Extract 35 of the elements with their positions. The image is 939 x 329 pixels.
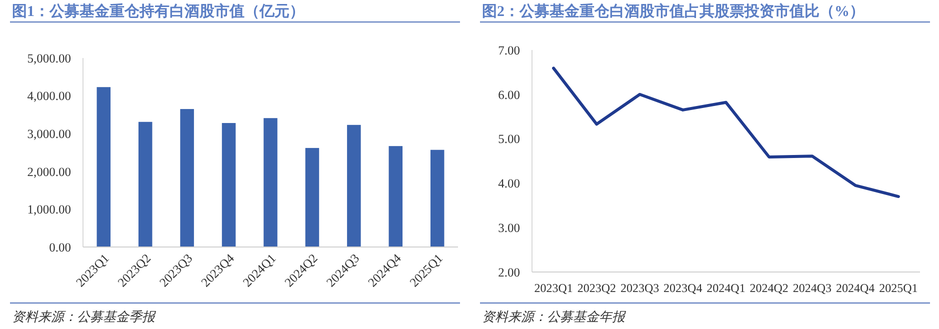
y-tick-label: 2.00: [498, 265, 520, 280]
x-tick-label: 2024Q3: [792, 281, 832, 295]
bar: [305, 148, 320, 247]
text: 资料来源：公募基金年报: [482, 309, 627, 324]
chart-title: 图2：公募基金重仓白酒股市值占其股票投资市值比（%）: [482, 2, 864, 20]
y-tick-label: 6.00: [498, 88, 520, 102]
x-tick-label: 2023Q4: [664, 281, 702, 295]
bar: [264, 118, 278, 247]
x-tick-label: 2024Q1: [706, 281, 746, 295]
y-tick-label: 5,000.00: [27, 51, 71, 66]
bar: [430, 150, 444, 247]
x-tick-label: 2023Q2: [577, 281, 616, 295]
bar: [222, 123, 236, 247]
y-tick-label: 4,000.00: [27, 89, 71, 104]
y-tick-label: 7.00: [498, 43, 520, 58]
y-tick-label: 5.00: [498, 132, 520, 146]
x-tick-label: 2023Q3: [620, 281, 660, 295]
y-tick-label: 3,000.00: [27, 126, 71, 141]
bar: [180, 109, 194, 247]
bar: [96, 87, 111, 247]
chart-title: 图1：公募基金重仓持有白酒股市值（亿元）: [12, 2, 304, 20]
line-series: [552, 66, 900, 198]
x-tick-label: 2024Q4: [836, 281, 875, 295]
y-tick-label: 3.00: [498, 220, 520, 235]
x-tick-label: 2023Q1: [534, 281, 573, 295]
y-tick-label: 4.00: [498, 176, 520, 191]
text: 资料来源：公募基金季报: [12, 309, 157, 324]
y-tick-label: 0.00: [49, 240, 71, 254]
x-tick-label: 2024Q2: [750, 281, 788, 295]
y-tick-label: 1,000.00: [27, 202, 71, 217]
y-tick-label: 2,000.00: [27, 164, 71, 179]
x-tick-label: 2025Q1: [879, 281, 918, 295]
bar: [347, 124, 361, 247]
bar: [388, 146, 403, 247]
bar: [138, 122, 152, 247]
